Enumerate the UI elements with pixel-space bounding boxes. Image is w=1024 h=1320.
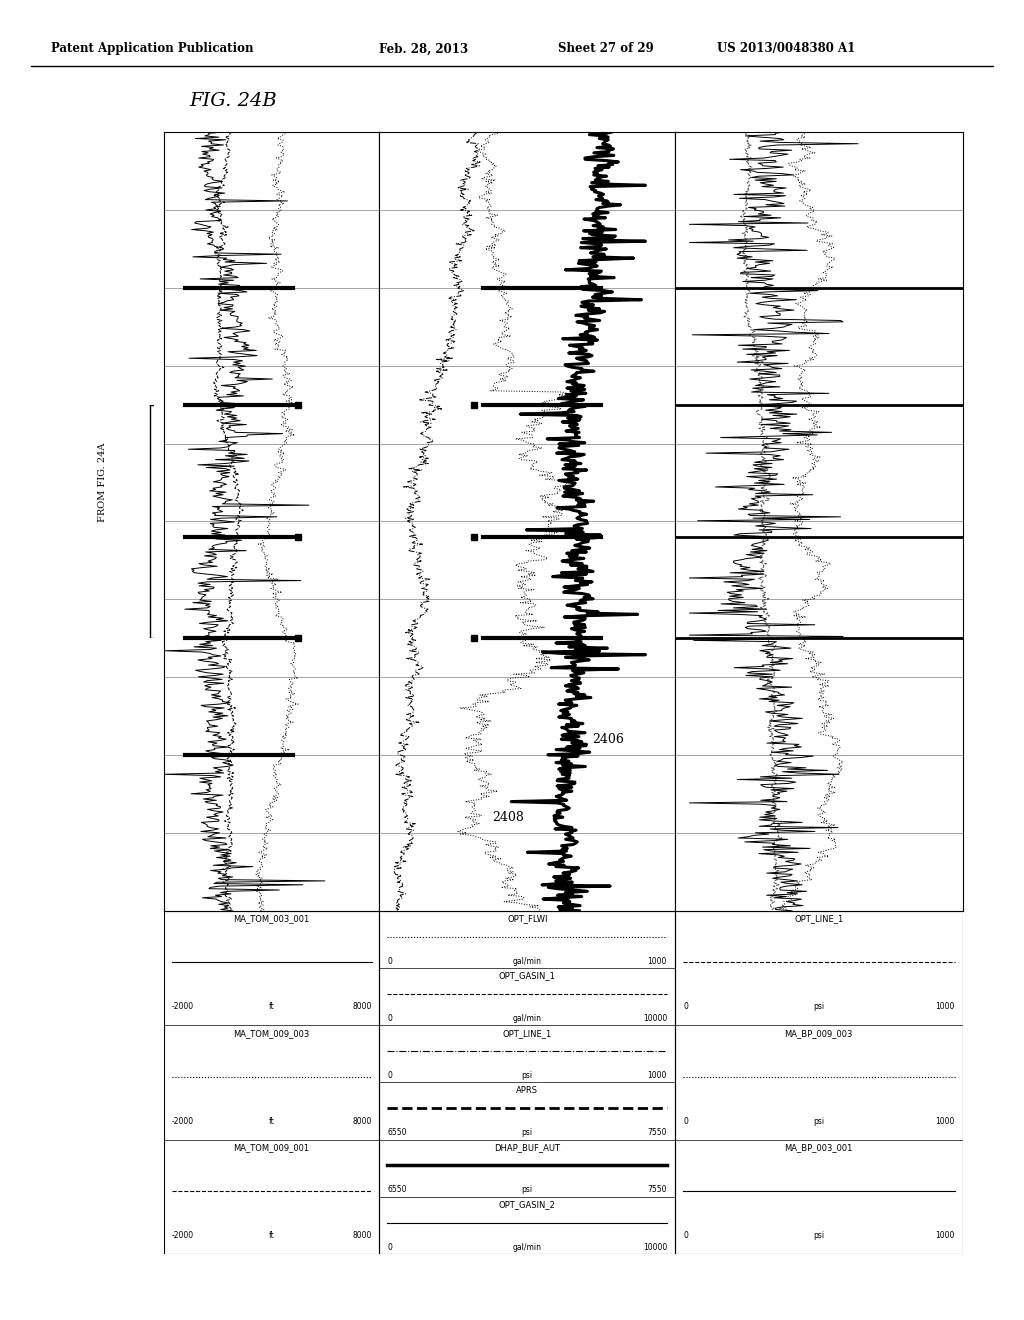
Text: 0: 0 bbox=[387, 1014, 392, 1023]
Text: 0: 0 bbox=[683, 1232, 688, 1239]
Text: MA_TOM_003_001: MA_TOM_003_001 bbox=[233, 915, 310, 923]
Text: Patent Application Publication: Patent Application Publication bbox=[51, 42, 254, 55]
Text: ft: ft bbox=[268, 1117, 274, 1126]
Text: 6550: 6550 bbox=[387, 1185, 407, 1195]
Text: gal/min: gal/min bbox=[513, 1014, 542, 1023]
Text: OPT_GASIN_2: OPT_GASIN_2 bbox=[499, 1200, 556, 1209]
Text: gal/min: gal/min bbox=[513, 1242, 542, 1251]
Text: 7550: 7550 bbox=[647, 1185, 667, 1195]
Text: MA_BP_009_003: MA_BP_009_003 bbox=[784, 1028, 853, 1038]
Text: 6550: 6550 bbox=[387, 1129, 407, 1137]
Text: OPT_LINE_1: OPT_LINE_1 bbox=[503, 1028, 552, 1038]
Text: Feb. 28, 2013: Feb. 28, 2013 bbox=[379, 42, 468, 55]
Text: 10000: 10000 bbox=[643, 1242, 667, 1251]
Text: 1000: 1000 bbox=[647, 1071, 667, 1080]
Text: 1000: 1000 bbox=[935, 1002, 954, 1011]
Text: 7550: 7550 bbox=[647, 1129, 667, 1137]
Text: OPT_LINE_1: OPT_LINE_1 bbox=[795, 915, 844, 923]
Text: psi: psi bbox=[521, 1185, 532, 1195]
Text: 0: 0 bbox=[683, 1117, 688, 1126]
Text: MA_TOM_009_003: MA_TOM_009_003 bbox=[233, 1028, 310, 1038]
Text: psi: psi bbox=[813, 1117, 824, 1126]
Text: 1000: 1000 bbox=[935, 1117, 954, 1126]
Text: 1000: 1000 bbox=[935, 1232, 954, 1239]
Text: OPT_FLWI: OPT_FLWI bbox=[507, 915, 548, 923]
Text: OPT_GASIN_1: OPT_GASIN_1 bbox=[499, 972, 556, 981]
Text: DHAP_BUF_AUT: DHAP_BUF_AUT bbox=[495, 1143, 560, 1152]
Text: MA_BP_003_001: MA_BP_003_001 bbox=[784, 1143, 853, 1152]
Text: 1000: 1000 bbox=[647, 957, 667, 965]
Text: -2000: -2000 bbox=[172, 1002, 194, 1011]
Text: gal/min: gal/min bbox=[513, 957, 542, 965]
Text: psi: psi bbox=[813, 1002, 824, 1011]
Text: 8000: 8000 bbox=[352, 1232, 372, 1239]
Text: US 2013/0048380 A1: US 2013/0048380 A1 bbox=[717, 42, 855, 55]
Text: FROM FIG. 24A: FROM FIG. 24A bbox=[98, 442, 106, 523]
Text: Sheet 27 of 29: Sheet 27 of 29 bbox=[558, 42, 654, 55]
Text: -2000: -2000 bbox=[172, 1232, 194, 1239]
Text: 8000: 8000 bbox=[352, 1117, 372, 1126]
Text: FIG. 24B: FIG. 24B bbox=[189, 92, 278, 111]
Text: psi: psi bbox=[521, 1129, 532, 1137]
Text: MA_TOM_009_001: MA_TOM_009_001 bbox=[233, 1143, 309, 1152]
Text: 0: 0 bbox=[387, 1071, 392, 1080]
Text: psi: psi bbox=[813, 1232, 824, 1239]
Text: ft: ft bbox=[268, 1232, 274, 1239]
Text: 0: 0 bbox=[387, 1242, 392, 1251]
Text: 0: 0 bbox=[683, 1002, 688, 1011]
Text: 8000: 8000 bbox=[352, 1002, 372, 1011]
Text: psi: psi bbox=[521, 1071, 532, 1080]
Text: 2406: 2406 bbox=[592, 733, 625, 746]
Text: -2000: -2000 bbox=[172, 1117, 194, 1126]
Text: 0: 0 bbox=[387, 957, 392, 965]
Text: ft: ft bbox=[268, 1002, 274, 1011]
Text: APRS: APRS bbox=[516, 1086, 539, 1094]
Text: 2408: 2408 bbox=[492, 810, 523, 824]
Text: 10000: 10000 bbox=[643, 1014, 667, 1023]
